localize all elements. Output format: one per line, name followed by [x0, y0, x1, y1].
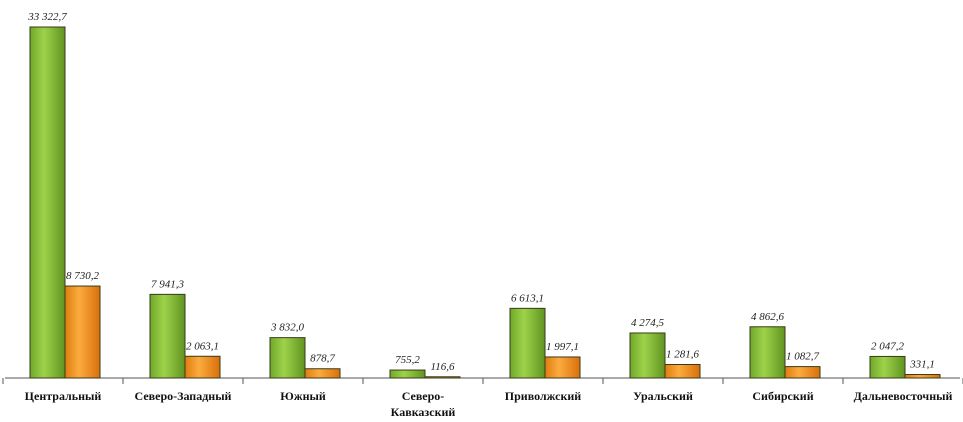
bar [64, 285, 101, 379]
bar [544, 356, 581, 379]
x-tick-label: Дальневосточный [853, 389, 953, 403]
bar [509, 307, 546, 379]
value-label: 8 730,2 [66, 270, 100, 282]
value-label: 7 941,3 [151, 278, 185, 290]
bar [389, 369, 426, 379]
bar [904, 374, 941, 379]
x-tick-label: Приволжский [504, 389, 582, 403]
x-tick-label: Северо- Кавказский [390, 389, 456, 419]
x-tick-label: Уральский [633, 389, 693, 403]
value-label: 33 322,7 [27, 11, 67, 23]
bar [784, 366, 821, 379]
value-label: 3 832,0 [270, 322, 305, 334]
bar [184, 355, 221, 379]
bar [269, 337, 306, 379]
bar [629, 332, 666, 379]
x-tick-label: Северо-Западный [134, 389, 232, 403]
value-label: 331,1 [909, 359, 935, 371]
bar [749, 326, 786, 379]
value-label: 4 274,5 [631, 317, 665, 329]
x-tick-label: Южный [280, 389, 326, 403]
bar [664, 364, 701, 379]
value-label: 755,2 [395, 354, 420, 366]
x-tick-label: Сибирский [752, 389, 814, 403]
bar [304, 368, 341, 379]
value-label: 878,7 [310, 353, 335, 365]
value-label: 6 613,1 [511, 292, 544, 304]
bar [424, 376, 461, 379]
bar [869, 355, 906, 379]
bar [29, 26, 66, 379]
value-label: 4 862,6 [751, 311, 785, 323]
value-label: 1 082,7 [786, 351, 820, 363]
x-tick-label: Центральный [24, 389, 102, 403]
value-label: 2 047,2 [871, 340, 905, 352]
value-label: 116,6 [431, 361, 455, 373]
value-label: 1 281,6 [666, 349, 700, 361]
value-label: 2 063,1 [186, 340, 219, 352]
value-label: 1 997,1 [546, 341, 579, 353]
bar [149, 293, 186, 379]
